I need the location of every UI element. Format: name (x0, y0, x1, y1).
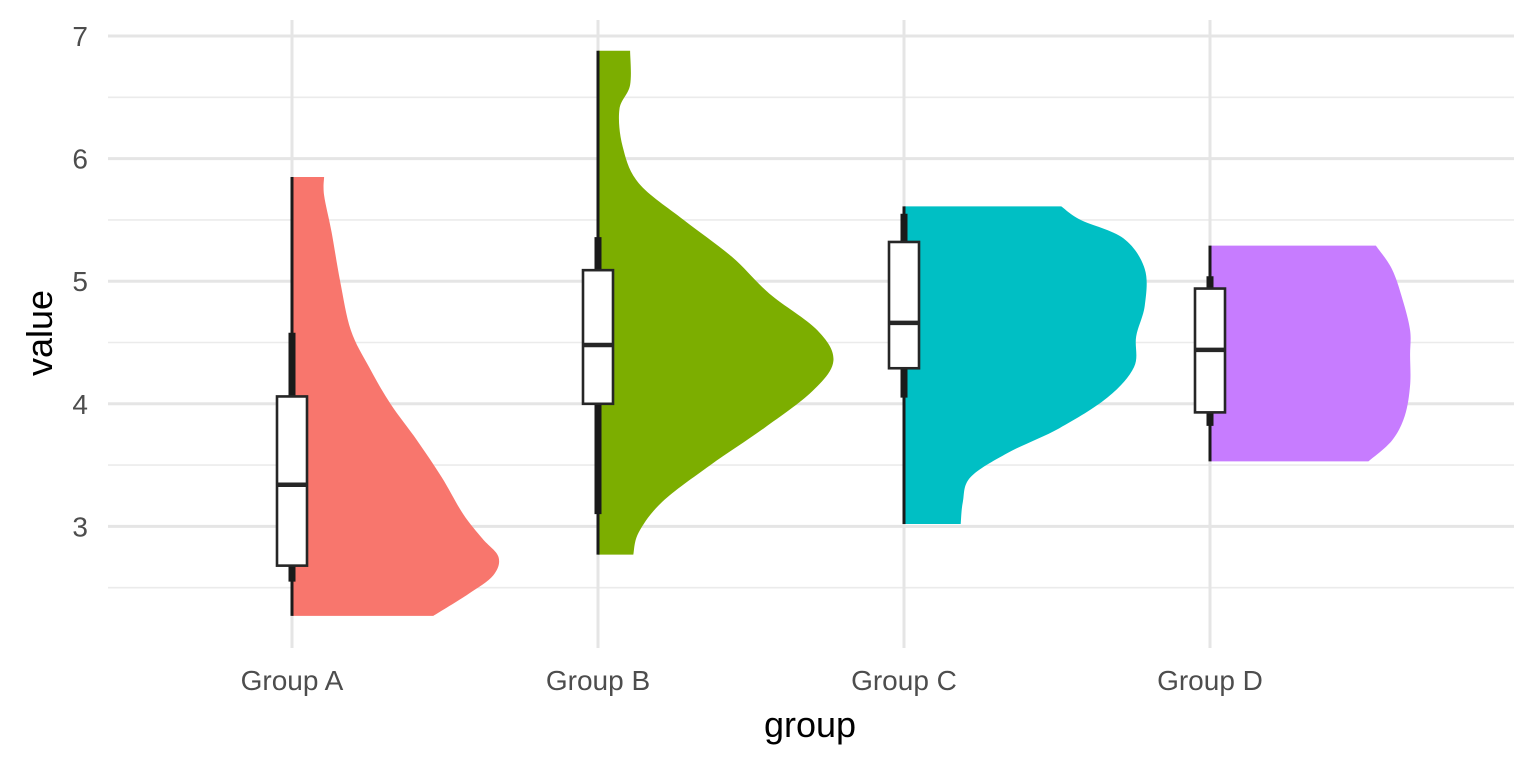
x-tick-label: Group A (241, 665, 344, 696)
boxplot-layer (275, 50, 1227, 616)
x-axis-title: group (764, 704, 856, 745)
y-tick-label: 4 (72, 389, 88, 420)
y-axis-ticks: 3 4 5 6 7 (72, 21, 88, 542)
density-cloud-4 (1210, 245, 1411, 462)
box-iqr (275, 395, 309, 567)
density-cloud-1 (292, 176, 500, 616)
y-axis-title: value (19, 290, 60, 376)
box-iqr (581, 268, 615, 406)
density-layer (292, 50, 1411, 616)
x-tick-label: Group C (851, 665, 957, 696)
y-tick-label: 5 (72, 266, 88, 297)
x-axis-ticks: Group A Group B Group C Group D (241, 665, 1263, 696)
x-tick-label: Group B (546, 665, 650, 696)
x-tick-label: Group D (1157, 665, 1263, 696)
y-tick-label: 7 (72, 21, 88, 52)
density-cloud-2 (598, 50, 834, 555)
y-tick-label: 3 (72, 511, 88, 542)
y-tick-label: 6 (72, 144, 88, 175)
box-iqr (887, 240, 921, 370)
density-cloud-3 (904, 206, 1147, 524)
